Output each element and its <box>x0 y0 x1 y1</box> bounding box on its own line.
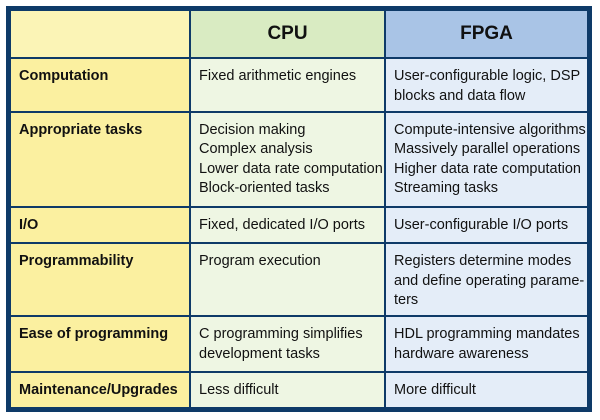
cpu-cell: C programming simplifies development tas… <box>189 315 386 373</box>
cell-line: Program execution <box>199 253 321 270</box>
cell-line: Compute-intensive algorithms <box>394 121 586 138</box>
cell-line: More difficult <box>394 381 476 398</box>
table-row: Ease of programming C programming simpli… <box>9 315 589 373</box>
table-row: Appropriate tasks Decision making Comple… <box>9 110 589 208</box>
cell-line: Fixed, dedicated I/O ports <box>199 216 366 233</box>
cpu-cell: Less difficult <box>189 370 386 410</box>
fpga-cell: User-configurable I/O ports <box>384 205 589 245</box>
table-row: I/O Fixed, dedicated I/O ports User-conf… <box>9 205 589 245</box>
header-row: CPU FPGA <box>9 8 589 60</box>
cell-line: Higher data rate computation <box>394 160 581 177</box>
cell-line: ters <box>394 292 419 309</box>
cell-line: HDL programming mandates <box>394 326 580 343</box>
cell-line: Less difficult <box>199 381 279 398</box>
header-fpga: FPGA <box>384 8 589 60</box>
header-cpu: CPU <box>189 8 386 60</box>
fpga-cell: HDL programming mandates hardware awaren… <box>384 315 589 373</box>
cell-line: Massively parallel operations <box>394 141 581 158</box>
cell-line: User-configurable logic, DSP <box>394 68 581 85</box>
table-row: Programmability Program execution Regist… <box>9 242 589 318</box>
fpga-cell: Compute-intensive algorithms Massively p… <box>384 110 589 208</box>
cell-line: C programming simplifies <box>199 326 363 343</box>
cell-line: hardware awareness <box>394 345 529 362</box>
cell-line: and define operating parame- <box>394 272 585 289</box>
cpu-cell: Fixed arithmetic engines <box>189 57 386 113</box>
row-label: Computation <box>9 57 191 113</box>
cell-line: Lower data rate computation <box>199 160 383 177</box>
cpu-cell: Decision making Complex analysis Lower d… <box>189 110 386 208</box>
row-label: Maintenance/Upgrades <box>9 370 191 410</box>
row-label: I/O <box>9 205 191 245</box>
cell-line: Complex analysis <box>199 141 313 158</box>
table-row: Computation Fixed arithmetic engines Use… <box>9 57 589 113</box>
fpga-cell: Registers determine modes and define ope… <box>384 242 589 318</box>
cell-line: blocks and data flow <box>394 87 526 104</box>
cpu-fpga-comparison-table: CPU FPGA Computation Fixed arithmetic en… <box>9 8 589 410</box>
fpga-cell: User-configurable logic, DSP blocks and … <box>384 57 589 113</box>
header-corner-cell <box>9 8 191 60</box>
cell-line: Block-oriented tasks <box>199 180 330 197</box>
row-label: Appropriate tasks <box>9 110 191 208</box>
table-row: Maintenance/Upgrades Less difficult More… <box>9 370 589 410</box>
cpu-cell: Program execution <box>189 242 386 318</box>
comparison-table-frame: CPU FPGA Computation Fixed arithmetic en… <box>6 6 592 412</box>
cell-line: Decision making <box>199 121 306 138</box>
cpu-cell: Fixed, dedicated I/O ports <box>189 205 386 245</box>
row-label: Ease of programming <box>9 315 191 373</box>
cell-line: Registers determine modes <box>394 253 572 270</box>
row-label: Programmability <box>9 242 191 318</box>
cell-line: User-configurable I/O ports <box>394 216 569 233</box>
cell-line: Streaming tasks <box>394 180 498 197</box>
cell-line: Fixed arithmetic engines <box>199 68 357 85</box>
fpga-cell: More difficult <box>384 370 589 410</box>
cell-line: development tasks <box>199 345 320 362</box>
